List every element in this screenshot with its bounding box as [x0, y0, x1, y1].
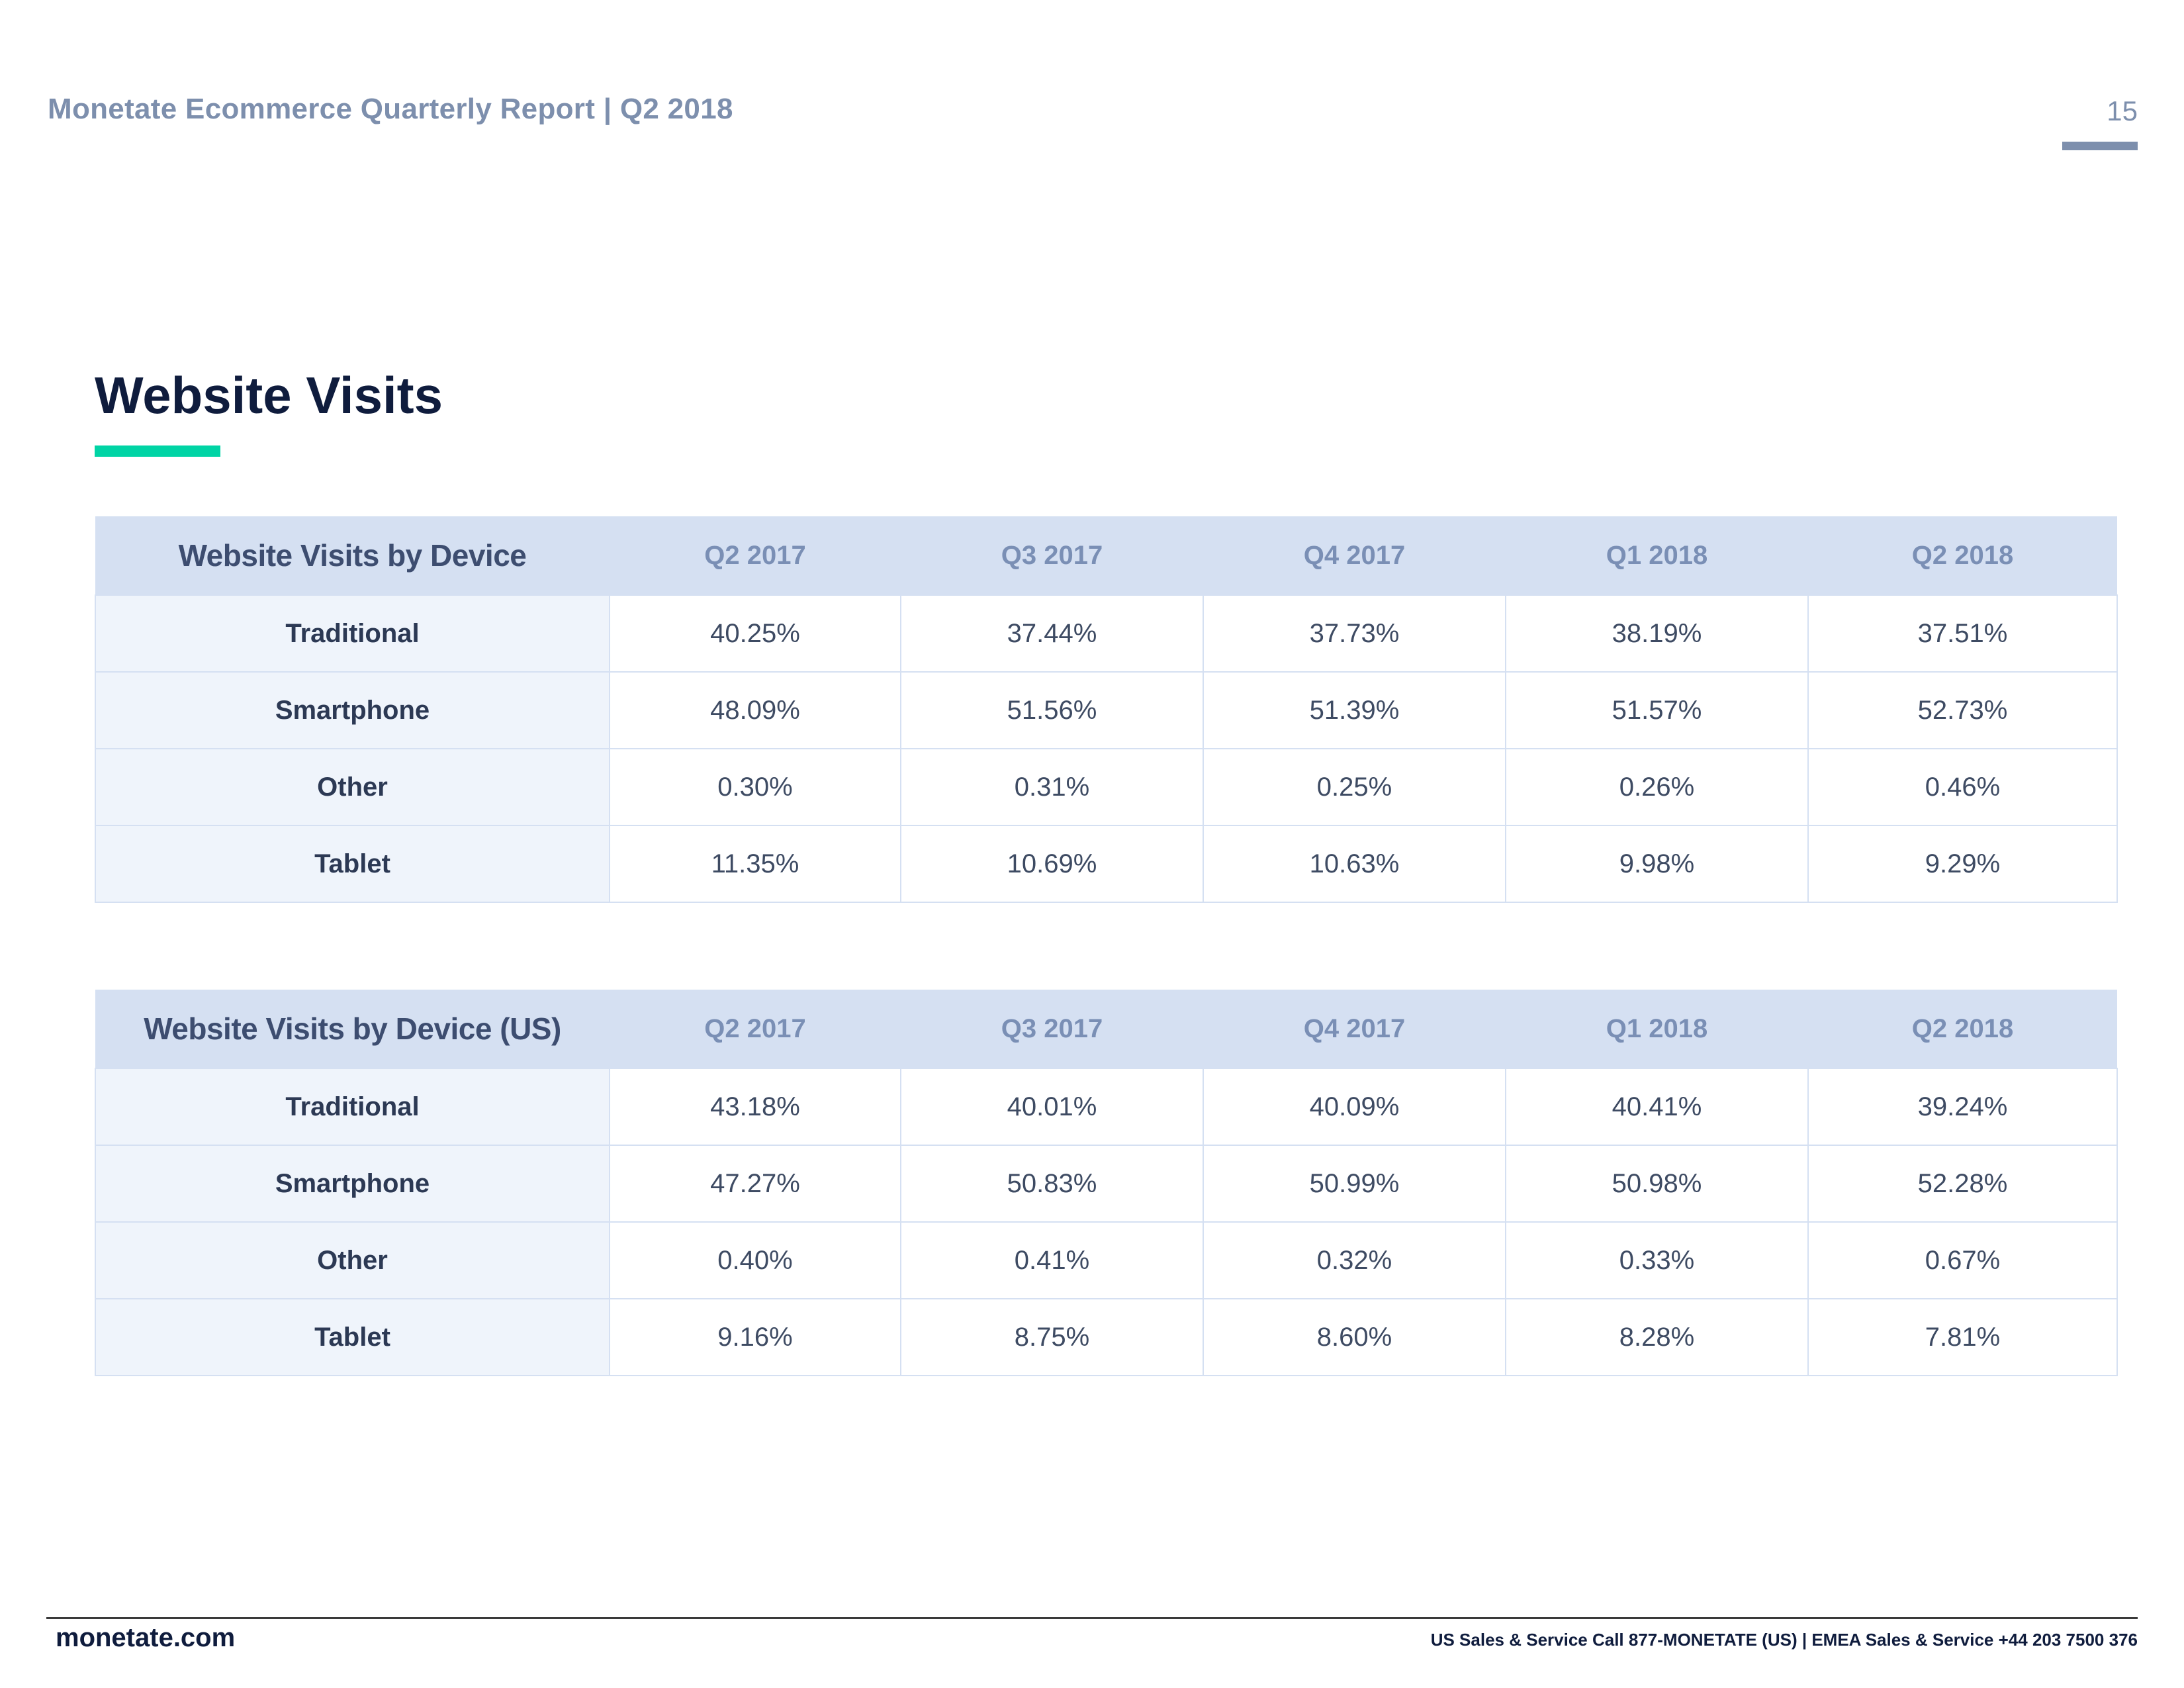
- table-header-row: Website Visits by Device (US) Q2 2017 Q3…: [95, 990, 2117, 1068]
- column-header: Q3 2017: [901, 516, 1203, 595]
- column-header: Q2 2017: [610, 990, 901, 1068]
- table-row: Other 0.30% 0.31% 0.25% 0.26% 0.46%: [95, 748, 2118, 826]
- column-header: Q4 2017: [1203, 516, 1506, 595]
- table-cell: 10.69%: [900, 825, 1204, 903]
- page-number-bar: [2062, 142, 2138, 150]
- table-title: Website Visits by Device: [95, 516, 610, 595]
- footer-site-link[interactable]: monetate.com: [56, 1623, 236, 1652]
- table-cell: 40.25%: [609, 594, 901, 673]
- table-row: Other 0.40% 0.41% 0.32% 0.33% 0.67%: [95, 1221, 2118, 1299]
- table-cell: 8.28%: [1505, 1298, 1809, 1376]
- column-header: Q1 2018: [1506, 516, 1808, 595]
- row-label: Traditional: [95, 1068, 610, 1146]
- table-cell: 8.75%: [900, 1298, 1204, 1376]
- report-title: Monetate Ecommerce Quarterly Report | Q2…: [48, 93, 733, 125]
- table-cell: 7.81%: [1807, 1298, 2118, 1376]
- table-row: Traditional 43.18% 40.01% 40.09% 40.41% …: [95, 1068, 2118, 1146]
- table-cell: 51.57%: [1505, 671, 1809, 749]
- row-label: Other: [95, 748, 610, 826]
- footer-contact-info: US Sales & Service Call 877-MONETATE (US…: [1430, 1630, 2138, 1650]
- table-cell: 39.24%: [1807, 1068, 2118, 1146]
- table-cell: 40.41%: [1505, 1068, 1809, 1146]
- table-cell: 9.29%: [1807, 825, 2118, 903]
- table-cell: 47.27%: [609, 1145, 901, 1223]
- table-row: Traditional 40.25% 37.44% 37.73% 38.19% …: [95, 594, 2118, 673]
- table-row: Tablet 9.16% 8.75% 8.60% 8.28% 7.81%: [95, 1298, 2118, 1376]
- table-row: Smartphone 48.09% 51.56% 51.39% 51.57% 5…: [95, 671, 2118, 749]
- column-header: Q2 2018: [1808, 516, 2117, 595]
- section-accent-bar: [95, 445, 220, 457]
- website-visits-by-device-us-table: Website Visits by Device (US) Q2 2017 Q3…: [95, 990, 2118, 1376]
- table-cell: 38.19%: [1505, 594, 1809, 673]
- table-cell: 9.98%: [1505, 825, 1809, 903]
- table-cell: 0.46%: [1807, 748, 2118, 826]
- table-cell: 50.83%: [900, 1145, 1204, 1223]
- table-cell: 0.31%: [900, 748, 1204, 826]
- table-title: Website Visits by Device (US): [95, 990, 610, 1068]
- row-label: Other: [95, 1221, 610, 1299]
- table-cell: 37.44%: [900, 594, 1204, 673]
- table-cell: 0.41%: [900, 1221, 1204, 1299]
- row-label: Smartphone: [95, 1145, 610, 1223]
- row-label: Tablet: [95, 1298, 610, 1376]
- table-cell: 8.60%: [1203, 1298, 1506, 1376]
- column-header: Q2 2017: [610, 516, 901, 595]
- row-label: Tablet: [95, 825, 610, 903]
- table-cell: 43.18%: [609, 1068, 901, 1146]
- table-cell: 0.30%: [609, 748, 901, 826]
- table-header-row: Website Visits by Device Q2 2017 Q3 2017…: [95, 516, 2117, 595]
- table-cell: 0.25%: [1203, 748, 1506, 826]
- column-header: Q4 2017: [1203, 990, 1506, 1068]
- table-cell: 40.01%: [900, 1068, 1204, 1146]
- footer-divider: [46, 1617, 2138, 1619]
- table-cell: 48.09%: [609, 671, 901, 749]
- table-row: Tablet 11.35% 10.69% 10.63% 9.98% 9.29%: [95, 825, 2118, 903]
- table-cell: 0.26%: [1505, 748, 1809, 826]
- table-cell: 9.16%: [609, 1298, 901, 1376]
- table-cell: 52.28%: [1807, 1145, 2118, 1223]
- row-label: Smartphone: [95, 671, 610, 749]
- table-cell: 11.35%: [609, 825, 901, 903]
- table-cell: 52.73%: [1807, 671, 2118, 749]
- website-visits-by-device-table: Website Visits by Device Q2 2017 Q3 2017…: [95, 516, 2118, 903]
- table-cell: 50.98%: [1505, 1145, 1809, 1223]
- column-header: Q2 2018: [1808, 990, 2117, 1068]
- table-cell: 0.67%: [1807, 1221, 2118, 1299]
- section-title: Website Visits: [95, 366, 443, 424]
- table-cell: 50.99%: [1203, 1145, 1506, 1223]
- column-header: Q1 2018: [1506, 990, 1808, 1068]
- table-cell: 10.63%: [1203, 825, 1506, 903]
- page-number: 15: [2107, 95, 2138, 126]
- column-header: Q3 2017: [901, 990, 1203, 1068]
- table-cell: 40.09%: [1203, 1068, 1506, 1146]
- table-cell: 37.51%: [1807, 594, 2118, 673]
- table-cell: 0.33%: [1505, 1221, 1809, 1299]
- table-cell: 51.39%: [1203, 671, 1506, 749]
- table-cell: 0.40%: [609, 1221, 901, 1299]
- table-cell: 0.32%: [1203, 1221, 1506, 1299]
- table-cell: 37.73%: [1203, 594, 1506, 673]
- table-row: Smartphone 47.27% 50.83% 50.99% 50.98% 5…: [95, 1145, 2118, 1223]
- row-label: Traditional: [95, 594, 610, 673]
- table-cell: 51.56%: [900, 671, 1204, 749]
